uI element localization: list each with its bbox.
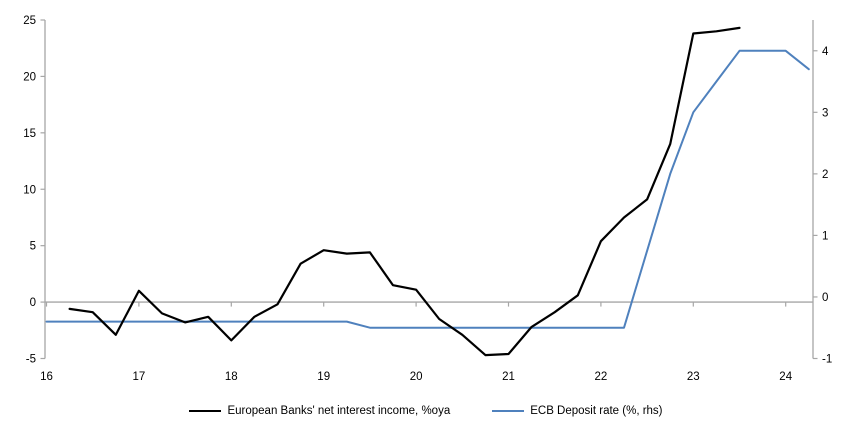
right-axis-tick-label: 4 bbox=[822, 46, 829, 58]
legend-item-net-interest-income: European Banks' net interest income, %oy… bbox=[189, 405, 450, 417]
legend-label: ECB Deposit rate (%, rhs) bbox=[530, 405, 663, 417]
series-line-ecb-deposit-rate bbox=[45, 49, 810, 329]
series-line-net-interest-income bbox=[68, 26, 741, 357]
x-axis-tick-label: 19 bbox=[317, 371, 330, 383]
left-axis-tick-label: 10 bbox=[23, 184, 36, 196]
left-axis-tick-label: 15 bbox=[23, 128, 36, 140]
x-axis-tick-label: 23 bbox=[687, 371, 700, 383]
left-axis-tick-label: 5 bbox=[30, 241, 36, 253]
x-axis-tick-label: 16 bbox=[40, 371, 53, 383]
right-axis-tick-label: 0 bbox=[822, 292, 828, 304]
blue-line-swatch-icon bbox=[492, 410, 525, 412]
left-axis-tick-label: 0 bbox=[30, 297, 36, 309]
x-axis-tick-label: 24 bbox=[779, 371, 792, 383]
x-axis-tick-label: 20 bbox=[410, 371, 423, 383]
right-axis-tick-label: -1 bbox=[822, 354, 832, 366]
right-axis-tick-label: 2 bbox=[822, 169, 828, 181]
right-axis-tick-label: 1 bbox=[822, 230, 828, 242]
right-axis-tick-label: 3 bbox=[822, 107, 828, 119]
left-axis-tick-label: 20 bbox=[23, 71, 36, 83]
x-axis-tick-label: 18 bbox=[225, 371, 238, 383]
chart-legend: European Banks' net interest income, %oy… bbox=[0, 405, 852, 417]
left-axis-tick-label: -5 bbox=[26, 354, 36, 366]
legend-label: European Banks' net interest income, %oy… bbox=[227, 405, 451, 417]
legend-item-ecb-deposit-rate: ECB Deposit rate (%, rhs) bbox=[492, 405, 663, 417]
x-axis-tick-label: 17 bbox=[133, 371, 146, 383]
x-axis-tick-label: 21 bbox=[502, 371, 515, 383]
x-axis-tick-label: 22 bbox=[595, 371, 608, 383]
black-line-swatch-icon bbox=[189, 410, 222, 412]
left-axis-tick-label: 25 bbox=[23, 15, 36, 27]
